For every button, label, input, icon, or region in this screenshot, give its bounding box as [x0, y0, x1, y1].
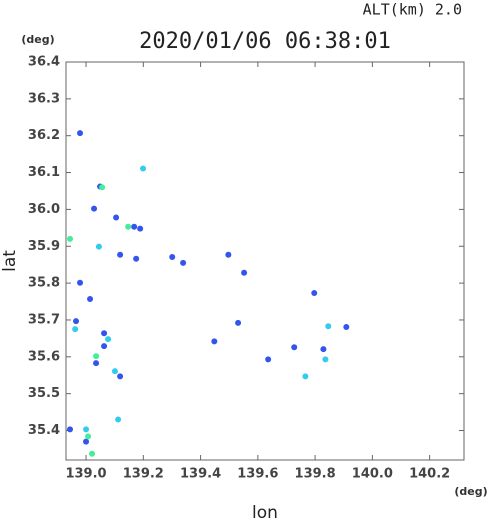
y-tick-label: 35.7	[28, 312, 60, 327]
echo-point	[111, 368, 118, 375]
echo-point	[241, 269, 248, 276]
echo-point	[180, 259, 187, 266]
y-tick-label: 35.8	[28, 276, 60, 291]
echo-point	[137, 225, 144, 232]
echo-point	[67, 426, 74, 433]
echo-point	[320, 346, 327, 353]
echo-point	[77, 130, 84, 137]
echo-point	[169, 253, 176, 260]
echo-point	[99, 184, 106, 191]
echo-point	[311, 290, 318, 297]
x-axis-label: lon	[252, 503, 278, 521]
y-tick-label: 35.9	[28, 239, 60, 254]
echo-point	[225, 251, 232, 258]
echo-point	[83, 426, 90, 433]
echo-point	[101, 330, 108, 337]
echo-point	[89, 450, 96, 457]
echo-point	[93, 360, 100, 367]
echo-point	[85, 433, 92, 440]
echo-point	[325, 323, 332, 330]
echo-point	[131, 223, 138, 230]
echo-point	[67, 235, 74, 242]
y-unit: (deg)	[21, 33, 54, 46]
x-unit: (deg)	[454, 485, 487, 498]
echo-point	[343, 323, 350, 330]
echo-point	[265, 356, 272, 363]
y-tick-label: 36.2	[28, 128, 60, 143]
echo-point	[115, 416, 122, 423]
y-tick-label: 36.4	[28, 55, 60, 70]
x-tick-label: 139.8	[295, 467, 336, 482]
echo-point	[140, 165, 147, 172]
echo-point	[105, 336, 112, 343]
echo-point	[113, 214, 120, 221]
altitude-label: ALT(km) 2.0	[363, 1, 462, 19]
chart-title: 2020/01/06 06:38:01	[139, 29, 391, 54]
x-tick-label: 140.2	[409, 467, 450, 482]
x-tick-label: 139.0	[65, 467, 106, 482]
x-tick-label: 139.6	[237, 467, 278, 482]
echo-point	[93, 353, 100, 360]
echo-point	[72, 326, 79, 333]
echo-point	[73, 318, 80, 325]
x-tick-label: 139.4	[180, 467, 221, 482]
echo-point	[77, 279, 84, 286]
echo-point	[235, 319, 242, 326]
y-tick-label: 35.5	[28, 386, 60, 401]
plot-frame	[65, 61, 465, 461]
echo-point	[211, 338, 218, 345]
echo-point	[117, 373, 124, 380]
y-tick-label: 36.1	[28, 165, 60, 180]
x-tick-label: 139.2	[123, 467, 164, 482]
echo-point	[95, 243, 102, 250]
echo-point	[101, 343, 108, 350]
y-axis-label: lat	[0, 250, 20, 272]
y-tick-label: 36.3	[28, 91, 60, 106]
echo-point	[87, 295, 94, 302]
echo-point	[322, 356, 329, 363]
echo-point	[302, 373, 309, 380]
echo-point	[291, 344, 298, 351]
y-tick-label: 35.6	[28, 349, 60, 364]
x-tick-label: 140.0	[352, 467, 393, 482]
echo-point	[125, 223, 132, 230]
echo-point	[117, 251, 124, 258]
echo-point	[83, 438, 90, 445]
y-tick-label: 35.4	[28, 423, 60, 438]
y-tick-label: 36.0	[28, 202, 60, 217]
echo-point	[91, 205, 98, 212]
echo-point	[133, 255, 140, 262]
